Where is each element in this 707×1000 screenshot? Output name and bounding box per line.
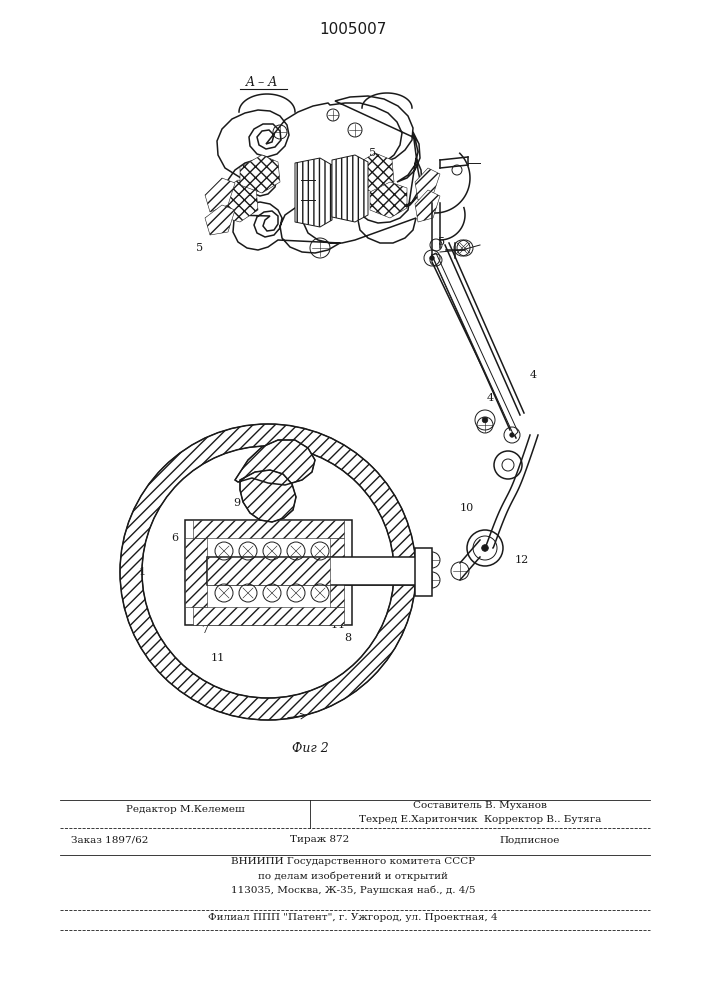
- Polygon shape: [205, 178, 235, 212]
- Wedge shape: [120, 424, 416, 720]
- Text: Заказ 1897/62: Заказ 1897/62: [71, 836, 148, 844]
- Text: Филиал ППП "Патент", г. Ужгород, ул. Проектная, 4: Филиал ППП "Патент", г. Ужгород, ул. Про…: [208, 914, 498, 922]
- Text: 13: 13: [298, 457, 312, 467]
- Text: 7: 7: [201, 625, 209, 635]
- Text: 11: 11: [211, 653, 225, 663]
- Polygon shape: [330, 538, 344, 607]
- Text: по делам изобретений и открытий: по делам изобретений и открытий: [258, 871, 448, 881]
- Text: 5: 5: [438, 237, 445, 247]
- Text: 10: 10: [460, 503, 474, 513]
- Text: Редактор М.Келемеш: Редактор М.Келемеш: [126, 806, 245, 814]
- Polygon shape: [207, 557, 420, 585]
- Text: 4: 4: [530, 370, 537, 380]
- Text: 14: 14: [331, 620, 345, 630]
- Polygon shape: [207, 557, 330, 585]
- Polygon shape: [332, 155, 368, 222]
- Polygon shape: [217, 96, 422, 253]
- Text: 4: 4: [486, 393, 493, 403]
- Circle shape: [502, 459, 514, 471]
- Text: 1005007: 1005007: [320, 22, 387, 37]
- Text: 9: 9: [233, 498, 240, 508]
- Text: 5: 5: [370, 148, 377, 158]
- Polygon shape: [193, 520, 344, 538]
- Text: Тираж 872: Тираж 872: [291, 836, 350, 844]
- Polygon shape: [415, 190, 440, 222]
- Polygon shape: [295, 158, 332, 227]
- Polygon shape: [193, 607, 344, 625]
- Text: Подписное: Подписное: [500, 836, 560, 844]
- Text: Фиг 2: Фиг 2: [291, 742, 328, 754]
- Polygon shape: [344, 558, 420, 570]
- Text: 113035, Москва, Ж-35, Раушская наб., д. 4/5: 113035, Москва, Ж-35, Раушская наб., д. …: [230, 885, 475, 895]
- Polygon shape: [370, 182, 407, 218]
- Text: ВНИИПИ Государственного комитета СССР: ВНИИПИ Государственного комитета СССР: [231, 857, 475, 866]
- Text: 5: 5: [197, 243, 204, 253]
- Text: 6: 6: [171, 533, 179, 543]
- Polygon shape: [355, 153, 394, 193]
- Polygon shape: [432, 253, 518, 436]
- Text: 12: 12: [515, 555, 529, 565]
- Polygon shape: [205, 205, 235, 235]
- Circle shape: [430, 256, 434, 260]
- Circle shape: [510, 433, 514, 437]
- Polygon shape: [215, 180, 258, 222]
- Text: 1: 1: [139, 567, 146, 577]
- Text: A – A: A – A: [246, 76, 278, 89]
- Polygon shape: [235, 440, 315, 485]
- Polygon shape: [415, 548, 432, 596]
- Polygon shape: [415, 168, 440, 200]
- Circle shape: [481, 545, 489, 551]
- Text: Составитель В. Муханов: Составитель В. Муханов: [413, 802, 547, 810]
- Polygon shape: [185, 520, 352, 625]
- Text: 8: 8: [344, 633, 351, 643]
- Text: Техред Е.Харитончик  Корректор В.. Бутяга: Техред Е.Харитончик Корректор В.. Бутяга: [359, 816, 601, 824]
- Polygon shape: [185, 538, 207, 607]
- Polygon shape: [240, 155, 280, 193]
- Polygon shape: [240, 470, 296, 522]
- Circle shape: [482, 417, 488, 423]
